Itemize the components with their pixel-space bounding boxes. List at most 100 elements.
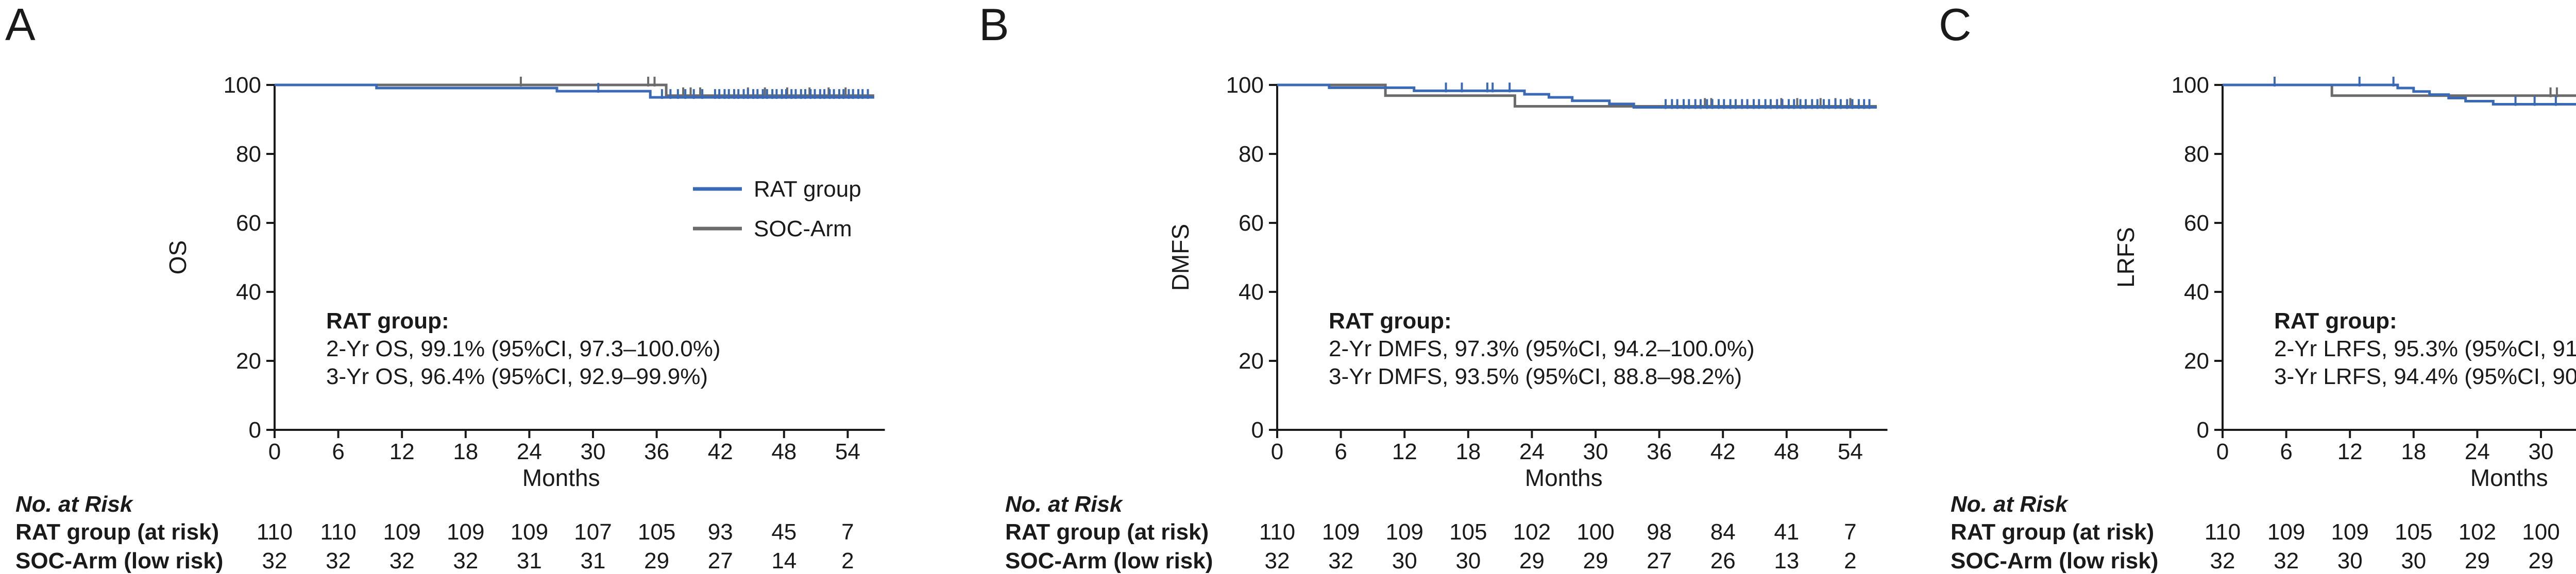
- risk-count: 32: [1265, 548, 1290, 573]
- y-axis-title: OS: [164, 240, 191, 274]
- panel-letter: B: [979, 0, 1009, 50]
- risk-count: 102: [1513, 519, 1551, 545]
- risk-count: 2: [1844, 548, 1856, 573]
- x-tick-label: 6: [2280, 439, 2292, 464]
- legend-label-soc: SOC-Arm: [754, 216, 852, 241]
- risk-count: 32: [2274, 548, 2299, 573]
- x-tick-label: 0: [268, 439, 281, 464]
- km-plot-lrfs: 020406080100061218243036424854LRFSMonths…: [1951, 73, 2576, 573]
- risk-table-title: No. at Risk: [1005, 492, 1124, 517]
- risk-row-label: RAT group (at risk): [1951, 519, 2154, 545]
- risk-count: 29: [644, 548, 669, 573]
- risk-count: 31: [517, 548, 542, 573]
- risk-count: 13: [1774, 548, 1799, 573]
- y-tick-label: 40: [236, 280, 261, 305]
- x-tick-label: 6: [1334, 439, 1347, 464]
- annotation-line: 3-Yr DMFS, 93.5% (95%CI, 88.8–98.2%): [1329, 364, 1742, 389]
- x-tick-label: 18: [2401, 439, 2426, 464]
- y-tick-label: 60: [236, 211, 261, 236]
- risk-count: 110: [320, 519, 357, 545]
- risk-count: 30: [1455, 548, 1481, 573]
- risk-count: 109: [383, 519, 420, 545]
- x-tick-label: 12: [389, 439, 415, 464]
- risk-count: 32: [2210, 548, 2235, 573]
- risk-count: 45: [771, 519, 796, 545]
- legend-label-rat: RAT group: [754, 177, 861, 202]
- x-tick-label: 54: [835, 439, 860, 464]
- risk-row-label: RAT group (at risk): [1005, 519, 1209, 545]
- annotation-line: 3-Yr LRFS, 94.4% (95%CI, 90.1–98.7%): [2274, 364, 2576, 389]
- annotation-line: 2-Yr DMFS, 97.3% (95%CI, 94.2–100.0%): [1329, 336, 1755, 361]
- km-curve-rat: [1277, 83, 1877, 109]
- x-tick-label: 24: [2465, 439, 2490, 464]
- annotation-title: RAT group:: [2274, 308, 2397, 334]
- y-tick-label: 100: [1226, 73, 1264, 98]
- x-tick-label: 12: [2337, 439, 2363, 464]
- y-tick-label: 80: [2184, 142, 2209, 167]
- x-tick-label: 0: [1271, 439, 1283, 464]
- annotation-line: 2-Yr LRFS, 95.3% (95%CI, 91.4–99.2%): [2274, 336, 2576, 361]
- risk-table-title: No. at Risk: [15, 492, 134, 517]
- risk-count: 29: [2529, 548, 2554, 573]
- risk-count: 84: [1710, 519, 1736, 545]
- risk-count: 30: [1392, 548, 1417, 573]
- annotation-line: 3-Yr OS, 96.4% (95%CI, 92.9–99.9%): [326, 364, 708, 389]
- y-tick-label: 60: [1239, 211, 1264, 236]
- risk-count: 110: [257, 519, 293, 545]
- y-tick-label: 0: [1251, 418, 1264, 443]
- panel-b-dmfs: B 0 20 40 60 80 100 0 6 12 18 24 30 36 42 48 54 DMFS Mont…: [946, 0, 1892, 574]
- x-tick-label: 48: [1774, 439, 1799, 464]
- risk-count: 26: [1710, 548, 1736, 573]
- y-tick-label: 40: [2184, 280, 2209, 305]
- x-tick-label: 18: [453, 439, 478, 464]
- risk-count: 7: [841, 519, 854, 545]
- km-curve-soc: [2223, 83, 2576, 97]
- risk-row-label: SOC-Arm (low risk): [1951, 548, 2158, 573]
- risk-count: 109: [2331, 519, 2368, 545]
- y-tick-label: 100: [224, 73, 261, 98]
- y-tick-label: 0: [2197, 418, 2209, 443]
- risk-count: 93: [708, 519, 733, 545]
- risk-count: 107: [574, 519, 612, 545]
- risk-count: 102: [2459, 519, 2496, 545]
- risk-row-label: RAT group (at risk): [15, 519, 219, 545]
- x-tick-label: 36: [1647, 439, 1672, 464]
- y-tick-label: 20: [2184, 349, 2209, 374]
- km-curve-soc: [1277, 83, 1877, 108]
- km-curve-rat: [2223, 83, 2576, 106]
- panel-a-os: A 0 20 40 60 80 100 0 6 12 18 24 30 36 42 48 54 OS Months…: [0, 0, 946, 574]
- x-tick-label: 0: [2216, 439, 2229, 464]
- y-tick-label: 80: [1239, 142, 1264, 167]
- risk-count: 100: [1577, 519, 1614, 545]
- x-tick-label: 42: [708, 439, 733, 464]
- risk-count: 2: [841, 548, 854, 573]
- y-tick-label: 20: [236, 349, 261, 374]
- y-tick-label: 40: [1239, 280, 1264, 305]
- panel-letter: C: [1939, 0, 1972, 50]
- risk-count: 32: [389, 548, 415, 573]
- risk-count: 32: [326, 548, 351, 573]
- annotation-title: RAT group:: [326, 308, 449, 334]
- km-curve-soc: [275, 83, 874, 97]
- y-tick-label: 80: [236, 142, 261, 167]
- x-tick-label: 42: [1710, 439, 1736, 464]
- risk-count: 41: [1774, 519, 1799, 545]
- risk-row-label: SOC-Arm (low risk): [1005, 548, 1213, 573]
- risk-count: 109: [1322, 519, 1360, 545]
- risk-count: 110: [2205, 519, 2241, 545]
- risk-count: 27: [708, 548, 733, 573]
- y-axis-title: DMFS: [1167, 224, 1194, 291]
- risk-count: 29: [1583, 548, 1608, 573]
- risk-count: 29: [2465, 548, 2490, 573]
- risk-count: 105: [2395, 519, 2432, 545]
- risk-count: 109: [1385, 519, 1423, 545]
- x-tick-label: 12: [1392, 439, 1417, 464]
- y-tick-label: 100: [2172, 73, 2209, 98]
- risk-count: 29: [1519, 548, 1545, 573]
- risk-count: 109: [447, 519, 484, 545]
- risk-count: 7: [1844, 519, 1856, 545]
- panel-letter: A: [5, 0, 36, 50]
- x-tick-label: 30: [581, 439, 606, 464]
- risk-count: 30: [2401, 548, 2426, 573]
- risk-count: 110: [1259, 519, 1295, 545]
